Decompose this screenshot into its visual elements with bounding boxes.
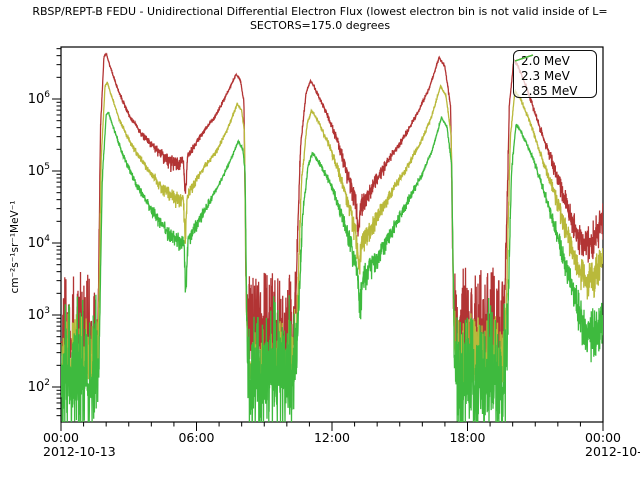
- chart-subtitle: SECTORS=175.0 degrees: [249, 19, 391, 32]
- legend-entry: 2.3 MeV: [514, 54, 596, 83]
- legend-entry-label: 2.3 MeV: [521, 68, 570, 83]
- y-axis-tick-label: 103: [28, 306, 50, 323]
- series-curve-2.3MeV: [61, 81, 603, 385]
- chart-title: RBSP/REPT-B FEDU - Unidirectional Differ…: [32, 5, 608, 18]
- legend-entry: 2.85 MeV: [514, 54, 596, 98]
- y-axis-tick-label: 104: [28, 234, 51, 251]
- legend-entry-label: 2.85 MeV: [521, 83, 578, 98]
- x-axis-date-label: 2012-10-13: [43, 444, 116, 459]
- x-axis-date-label: 2012-10-14: [585, 444, 640, 459]
- x-axis-tick-label: 06:00: [178, 430, 214, 445]
- y-axis-label: cm⁻²s⁻¹sr⁻¹MeV⁻¹: [9, 200, 21, 294]
- legend: 2.0 MeV 2.3 MeV 2.85 MeV: [513, 50, 597, 98]
- x-axis-tick-label: 12:00: [314, 430, 350, 445]
- x-axis-tick-label: 00:00: [43, 430, 79, 445]
- x-axis-tick-label: 18:00: [449, 430, 485, 445]
- x-axis-tick-label: 00:00: [585, 430, 621, 445]
- y-axis-tick-label: 105: [28, 162, 50, 179]
- legend-entry-label: 2.0 MeV: [521, 53, 570, 68]
- y-axis-tick-label: 106: [28, 90, 51, 107]
- legend-line-sample: [514, 54, 534, 62]
- series-curve-2.0MeV: [61, 52, 603, 360]
- y-axis-tick-label: 102: [28, 378, 50, 395]
- series-curve-2.85MeV: [61, 111, 603, 422]
